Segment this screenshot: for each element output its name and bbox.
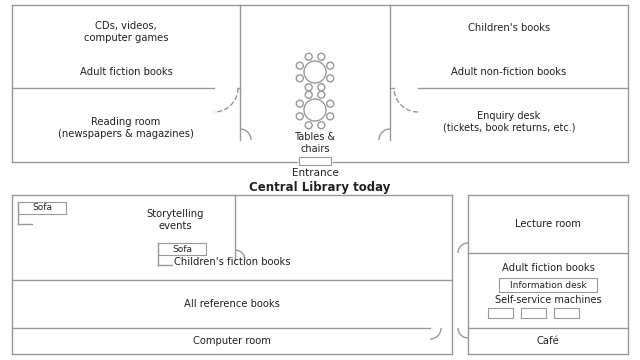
Text: Lecture room: Lecture room bbox=[515, 219, 581, 229]
Text: Computer room: Computer room bbox=[193, 336, 271, 346]
Bar bbox=[299, 157, 331, 165]
Text: Central Library today: Central Library today bbox=[250, 181, 390, 194]
Text: Self-service machines: Self-service machines bbox=[495, 295, 602, 305]
Bar bbox=[554, 308, 579, 318]
Text: Information desk: Information desk bbox=[509, 280, 586, 289]
Text: Tables &
chairs: Tables & chairs bbox=[294, 132, 335, 154]
Text: Reading room
(newspapers & magazines): Reading room (newspapers & magazines) bbox=[58, 117, 194, 139]
Text: Storytelling
events: Storytelling events bbox=[147, 209, 204, 231]
Text: Children's books: Children's books bbox=[468, 23, 550, 33]
Text: Entrance: Entrance bbox=[292, 168, 339, 178]
Text: All reference books: All reference books bbox=[184, 299, 280, 309]
Bar bbox=[499, 278, 597, 292]
Text: Adult fiction books: Adult fiction books bbox=[502, 263, 595, 273]
Text: Adult non-fiction books: Adult non-fiction books bbox=[451, 67, 566, 77]
Text: Sofa: Sofa bbox=[32, 203, 52, 212]
Text: Enquiry desk
(tickets, book returns, etc.): Enquiry desk (tickets, book returns, etc… bbox=[443, 111, 575, 133]
Text: CDs, videos,
computer games: CDs, videos, computer games bbox=[84, 21, 168, 43]
Bar bbox=[488, 308, 513, 318]
Text: Children's fiction books: Children's fiction books bbox=[173, 257, 291, 267]
Text: Adult fiction books: Adult fiction books bbox=[79, 67, 172, 77]
Bar bbox=[18, 202, 66, 214]
Bar bbox=[158, 243, 206, 255]
Text: Sofa: Sofa bbox=[172, 244, 192, 253]
Text: Café: Café bbox=[536, 336, 559, 346]
Bar bbox=[521, 308, 546, 318]
